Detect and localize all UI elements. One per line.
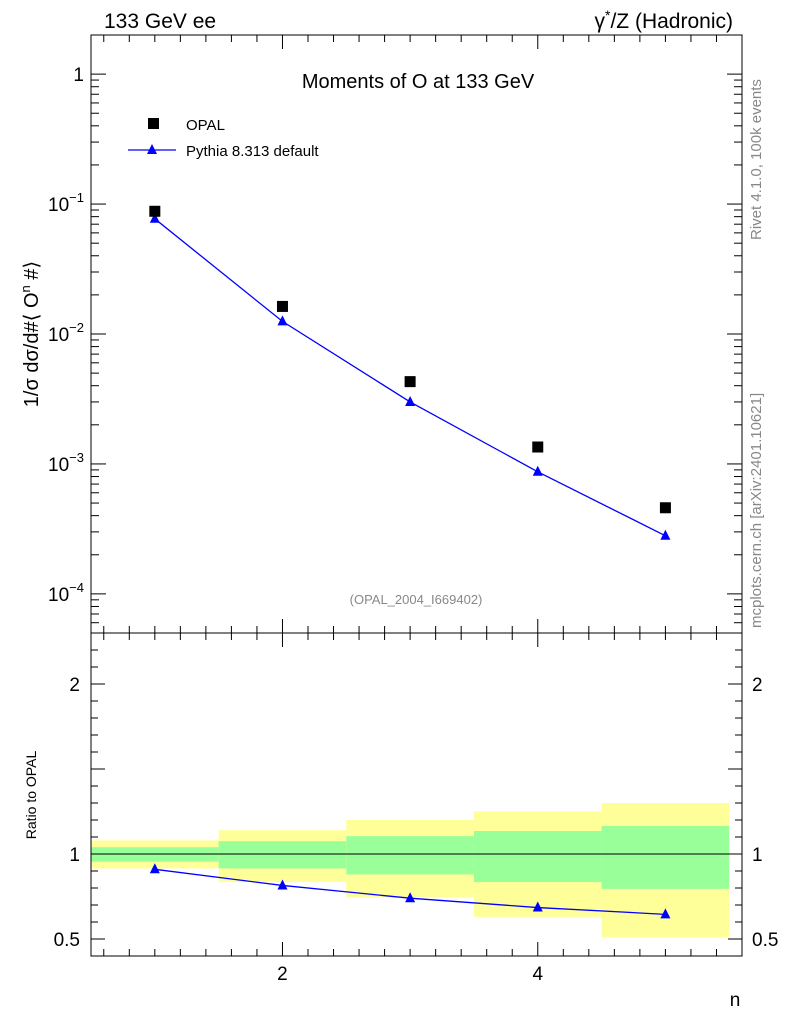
ratio-marks [149,863,671,919]
main-marks [149,205,671,540]
ratio-pythia-point [532,901,543,912]
legend-opal-label: OPAL [186,117,225,134]
legend-opal-marker [148,118,159,129]
ratio-bands [91,803,730,938]
main-ytick-label: 10−3 [48,450,84,476]
chart-title: Moments of O at 133 GeV [302,71,535,93]
ratio-inner-band [346,836,474,875]
main-y-axis-label: 1/σ dσ/d#⟨ On #⟩ [18,261,43,407]
xtick-label: 4 [532,964,543,985]
ratio-y-axis-label: Ratio to OPAL [23,751,39,840]
pythia-point [532,465,543,476]
mcplots-source-label: mcplots.cern.ch [arXiv:2401.10621] [748,393,765,628]
opal-point [149,205,161,217]
ratio-frame [90,632,743,957]
main-ytick-label: 1 [73,65,84,86]
pythia-point [660,529,671,540]
ratio-ytick-label-right: 2 [752,675,763,696]
ratio-pythia-point [405,892,416,903]
legend-pythia-label: Pythia 8.313 default [186,143,319,160]
main-ytick-label: 10−4 [48,580,84,606]
main-ticks [91,34,742,634]
main-ytick-label: 10−2 [48,320,84,346]
opal-point [404,376,416,388]
header-energy-label: 133 GeV ee [104,10,216,33]
ratio-ytick-label-right: 0.5 [752,930,778,951]
rivet-version-label: Rivet 4.1.0, 100k events [748,79,765,240]
opal-point [276,300,288,312]
pythia-point [277,315,288,326]
x-axis-label: n [730,990,741,1011]
ratio-ticks [91,632,742,957]
legend-pythia-marker [147,144,157,154]
ratio-inner-band [473,831,602,883]
main-panel: 1 10−1 10−2 10−3 10−4 Moments of O at 133 Ge… [18,34,743,634]
ratio-ytick-label-left: 1 [69,845,80,866]
ratio-ytick-labels: 2 2 1 1 0.5 0.5 [54,675,779,951]
xtick-label: 2 [277,964,288,985]
main-ytick-labels: 1 10−1 10−2 10−3 10−4 [48,65,84,606]
ratio-ytick-label-right: 1 [752,845,763,866]
ratio-inner-band [218,841,347,869]
pythia-point [149,212,160,223]
ratio-ytick-label-left: 2 [69,675,80,696]
legend: OPAL Pythia 8.313 default [128,117,319,160]
ratio-pythia-point [277,879,288,890]
main-ytick-label: 10−1 [48,190,84,216]
ratio-pythia-point [660,908,671,919]
header-process-label: γ*/Z (Hadronic) [595,7,733,33]
opal-point [532,441,544,453]
analysis-tag: (OPAL_2004_I669402) [350,592,483,607]
ratio-pythia-point [149,863,160,874]
pythia-point [405,395,416,406]
ratio-ytick-label-left: 0.5 [54,930,80,951]
opal-point [659,502,671,514]
ratio-inner-band [601,825,730,889]
